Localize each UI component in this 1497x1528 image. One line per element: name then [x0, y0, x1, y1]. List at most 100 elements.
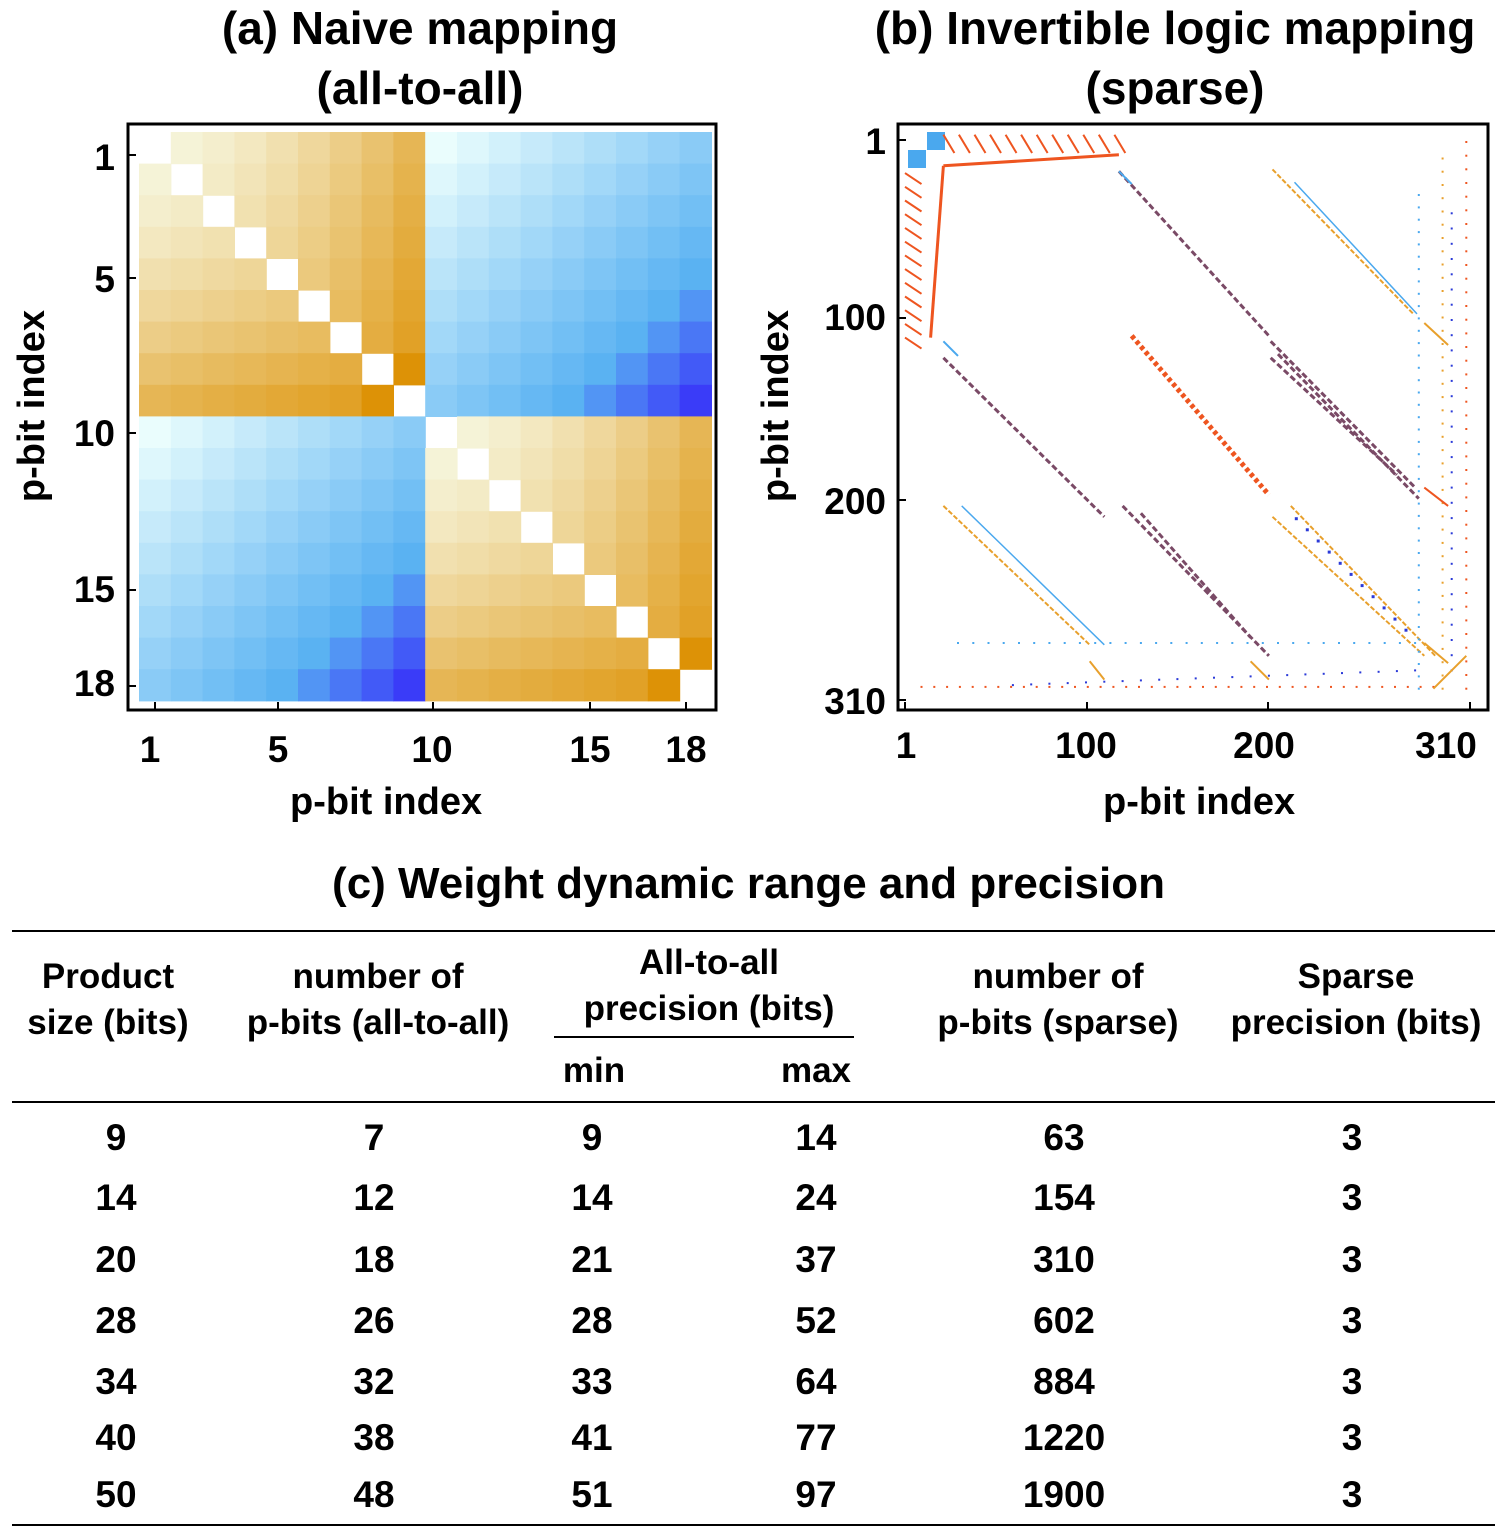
- b-dot: [1124, 642, 1127, 644]
- b-dot: [1441, 647, 1444, 650]
- b-hatch: [904, 309, 923, 323]
- heatmap-a-cell: [139, 606, 172, 639]
- b-dot: [1417, 514, 1420, 517]
- b-xlabel: p-bit index: [1103, 781, 1296, 823]
- b-dot: [1240, 685, 1243, 688]
- b-dot: [1441, 356, 1444, 359]
- heatmap-a-cell: [616, 511, 649, 544]
- heatmap-a-cell: [266, 511, 299, 544]
- heatmap-a-cell: [552, 163, 585, 196]
- heatmap-a-cell: [234, 448, 267, 481]
- heatmap-a-cell: [393, 637, 426, 670]
- b-dot: [1417, 477, 1420, 480]
- heatmap-a-cell: [139, 637, 172, 670]
- b-xtick-310: 310: [1415, 725, 1477, 766]
- heatmap-a-cell: [552, 384, 585, 417]
- b-dot: [1465, 687, 1468, 690]
- b-dot: [1121, 680, 1124, 683]
- heatmap-a-cell: [139, 321, 172, 354]
- heatmap-a-cell: [202, 226, 235, 259]
- heatmap-a-cell: [425, 321, 458, 354]
- heatmap-a-cell: [457, 384, 490, 417]
- heatmap-a-cell: [234, 511, 267, 544]
- b-blue-band: [961, 505, 1105, 646]
- b-dot: [1441, 621, 1444, 624]
- b-dot: [1368, 642, 1371, 644]
- heatmap-a-cell: [202, 574, 235, 607]
- heatmap-a-cell: [679, 384, 712, 417]
- cell-pbits-sparse: 63: [1043, 1117, 1085, 1158]
- b-dot: [1417, 687, 1420, 690]
- cell-min: 28: [571, 1300, 613, 1341]
- b-dot: [1465, 223, 1468, 225]
- b-dot: [1465, 359, 1468, 362]
- b-dot: [1138, 685, 1140, 688]
- heatmap-a-cell: [298, 511, 331, 544]
- b-hatch: [904, 185, 923, 199]
- b-dot: [1417, 638, 1420, 641]
- b-dot: [1216, 642, 1219, 644]
- a-xlabel: p-bit index: [290, 781, 483, 823]
- b-dot: [1417, 564, 1420, 567]
- heatmap-a-cell: [361, 416, 394, 449]
- b-dot: [1417, 675, 1420, 678]
- b-diag-band: [1269, 356, 1398, 476]
- b-dot: [1465, 236, 1468, 239]
- b-orange-band: [1271, 168, 1415, 315]
- b-dot: [1432, 685, 1435, 688]
- a-ytick-1: 1: [94, 137, 115, 178]
- b-blue-band: [1293, 181, 1418, 315]
- b-dot: [1022, 685, 1025, 688]
- heatmap-a-cell: [298, 353, 331, 386]
- heatmap-a-cell: [616, 290, 649, 323]
- b-dot: [1441, 594, 1444, 597]
- heatmap-a-cell: [647, 321, 681, 354]
- heatmap-a-cell: [266, 669, 299, 702]
- heatmap-a-cell: [647, 258, 681, 291]
- heatmap-a-cell: [139, 258, 172, 291]
- heatmap-a-cell: [202, 163, 235, 196]
- a-ylabel: p-bit index: [11, 309, 53, 503]
- b-dot: [1441, 409, 1444, 412]
- b-dot: [1441, 488, 1444, 491]
- b-dot: [1112, 685, 1115, 688]
- heatmap-a-cell: [584, 163, 617, 196]
- heatmap-a-cell: [202, 416, 235, 449]
- b-dot: [1417, 268, 1420, 271]
- b-dot: [1450, 273, 1453, 276]
- heatmap-a-cell: [679, 637, 712, 670]
- heatmap-a-cell: [457, 479, 490, 512]
- heatmap-a-cell: [170, 606, 204, 639]
- heatmap-a-cell: [457, 132, 490, 165]
- b-orange-band: [1423, 322, 1449, 346]
- heatmap-a-cell: [393, 448, 426, 481]
- b-hatch: [1097, 134, 1111, 154]
- heatmap-a-cell: [266, 574, 299, 607]
- heatmap-a-cell: [679, 195, 712, 228]
- cell-min: 41: [571, 1417, 613, 1458]
- b-dot: [1417, 589, 1420, 591]
- b-dot: [1417, 440, 1420, 443]
- b-dot: [1394, 685, 1396, 688]
- heatmap-a-cell: [298, 258, 331, 291]
- b-orange-band: [1290, 505, 1437, 657]
- header-max: max: [780, 1051, 852, 1090]
- heatmap-a-cell: [361, 321, 394, 354]
- heatmap-a-cell: [393, 542, 426, 575]
- b-dot: [958, 685, 961, 688]
- heatmap-a-cell: [584, 606, 617, 639]
- b-dot: [1150, 685, 1153, 688]
- b-dot: [1377, 670, 1380, 673]
- heatmap-a-cell: [584, 384, 617, 417]
- b-dot: [1465, 400, 1468, 403]
- b-dot: [1417, 329, 1420, 332]
- heatmap-a-cell: [202, 606, 235, 639]
- cell-pbits-sparse: 884: [1033, 1361, 1095, 1402]
- panel-a-title: (a) Naive mapping (all-to-all): [221, 2, 619, 114]
- heatmap-a-cell: [679, 448, 712, 481]
- heatmap-a-cell: [584, 132, 617, 165]
- b-dot: [1202, 685, 1204, 688]
- b-dot: [1465, 387, 1468, 389]
- heatmap-a-cell: [457, 226, 490, 259]
- b-hatch: [989, 134, 1002, 154]
